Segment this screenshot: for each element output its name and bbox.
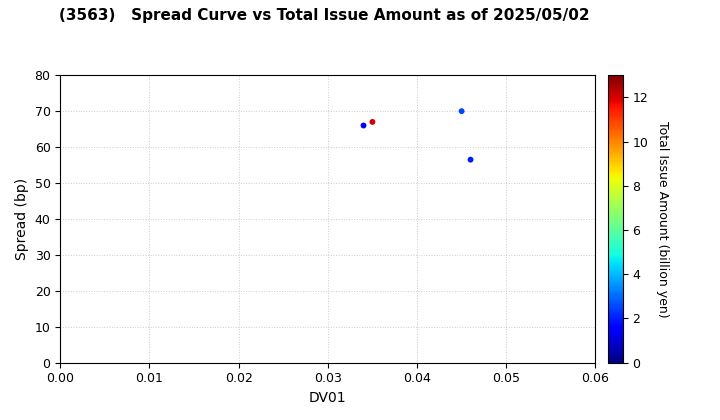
Text: (3563)   Spread Curve vs Total Issue Amount as of 2025/05/02: (3563) Spread Curve vs Total Issue Amoun…	[59, 8, 589, 24]
Point	[465, 156, 477, 163]
Point	[358, 122, 369, 129]
X-axis label: DV01: DV01	[309, 391, 346, 405]
Point	[366, 118, 378, 125]
Y-axis label: Total Issue Amount (billion yen): Total Issue Amount (billion yen)	[656, 121, 669, 317]
Y-axis label: Spread (bp): Spread (bp)	[15, 178, 29, 260]
Point	[456, 108, 467, 115]
